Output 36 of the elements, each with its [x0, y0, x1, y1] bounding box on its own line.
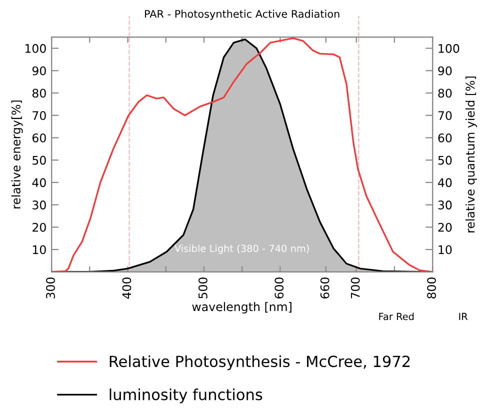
chart-title: PAR - Photosynthetic Active Radiation: [145, 10, 340, 20]
x-tick-label: 800: [427, 278, 436, 298]
y2-tick-label: 60: [438, 133, 452, 142]
y-tick-label: 70: [32, 111, 46, 120]
y-tick-label: 50: [32, 156, 46, 165]
legend-label: luminosity functions: [110, 388, 262, 404]
y2-tick-label: 30: [438, 200, 452, 210]
y-tick-label: 30: [32, 200, 46, 210]
y-axis-title: relative energy[%]: [11, 100, 23, 208]
y2-tick-label: 70: [438, 111, 452, 120]
y-tick-label: 40: [32, 178, 46, 188]
y2-tick-label: 100: [438, 44, 460, 53]
x-tick-label: 600: [274, 278, 284, 298]
y2-tick-label: 10: [438, 245, 452, 254]
y2-tick-label: 40: [438, 178, 452, 188]
y-tick-label: 20: [32, 222, 46, 232]
x-tick-label: 400: [122, 278, 132, 299]
x-axis-title: wavelength [nm]: [192, 302, 292, 314]
y-tick-label: 90: [32, 66, 46, 76]
y2-tick-label: 50: [438, 156, 452, 165]
y2-axis-title: relative quantum yield [%]: [466, 76, 477, 232]
annotation: Visible Light (380 - 740 nm): [174, 244, 309, 254]
y2-tick-label: 90: [438, 66, 452, 76]
y2-tick-label: 80: [438, 88, 452, 98]
x-tick-label: 300: [46, 278, 55, 298]
y-tick-label: 100: [25, 44, 46, 53]
y2-tick-label: 20: [438, 222, 452, 232]
x-tick-label: 700: [350, 278, 360, 298]
y-tick-label: 10: [32, 245, 46, 254]
legend-label: Relative Photosynthesis - McCree, 1972: [110, 355, 410, 370]
y-tick-label: 60: [32, 133, 46, 142]
y-tick-label: 80: [32, 88, 46, 98]
x-tick-label: 500: [198, 278, 208, 298]
text: Far Red: [379, 312, 414, 320]
x-tick-label: 660: [320, 278, 330, 298]
text: IR: [459, 312, 468, 320]
